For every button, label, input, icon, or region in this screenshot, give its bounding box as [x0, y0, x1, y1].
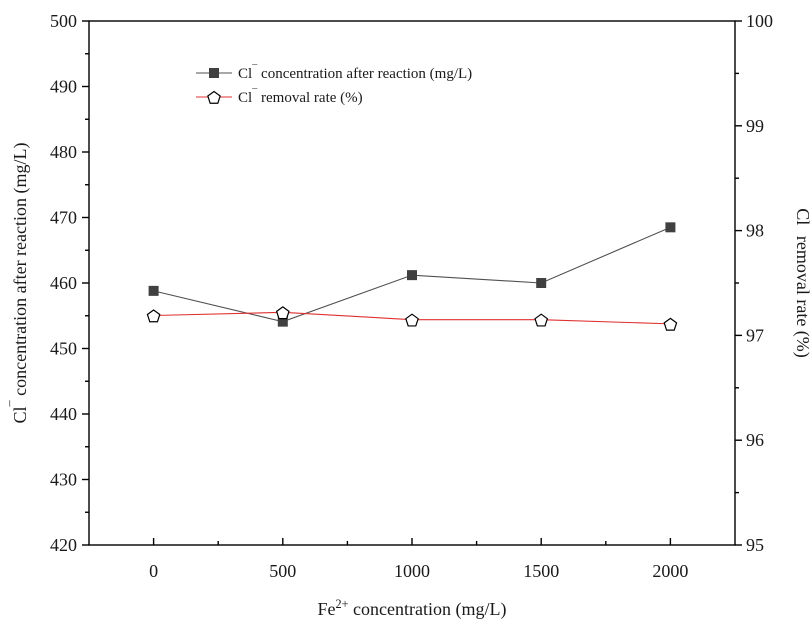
x-tick-label: 1500 — [523, 561, 559, 581]
data-point — [277, 316, 288, 327]
data-point — [148, 285, 159, 296]
plot-frame — [88, 20, 736, 546]
legend-marker — [207, 90, 221, 104]
y-left-tick-label: 470 — [50, 208, 77, 228]
x-tick-label: 1000 — [394, 561, 430, 581]
data-point — [665, 222, 676, 233]
data-point — [663, 317, 678, 331]
series-1 — [148, 222, 676, 327]
legend-marker — [209, 68, 219, 78]
y-left-tick-label: 500 — [50, 11, 77, 31]
y-left-tick-label: 420 — [50, 535, 77, 555]
y-right-axis-title: Cl¯ removal rate (%) — [792, 208, 811, 358]
series-2 — [146, 306, 678, 331]
y-left-axis-title: Cl¯ concentration after reaction (mg/L) — [8, 142, 31, 423]
y-left-tick-label: 450 — [50, 339, 77, 359]
legend: Cl¯ concentration after reaction (mg/L) C… — [196, 64, 472, 106]
y-right-tick-label: 96 — [746, 430, 764, 450]
y-left-tick-label: 440 — [50, 404, 77, 424]
legend-label: Cl¯ removal rate (%) — [238, 88, 363, 106]
y-right-tick-label: 98 — [746, 221, 764, 241]
y-left-tick-label: 480 — [50, 142, 77, 162]
y-left-tick-label: 430 — [50, 470, 77, 490]
x-tick-label: 2000 — [652, 561, 688, 581]
x-tick-label: 0 — [149, 561, 158, 581]
data-point — [534, 313, 549, 327]
y-right-tick-label: 95 — [746, 535, 764, 555]
legend-label: Cl¯ concentration after reaction (mg/L) — [238, 64, 472, 82]
y-right-title-group: Cl¯ removal rate (%) — [792, 208, 811, 358]
y-right-tick-label: 97 — [746, 325, 764, 345]
data-point — [146, 309, 161, 323]
data-point — [275, 306, 290, 320]
x-axis-title: Fe2+ concentration (mg/L) — [318, 597, 507, 620]
y-right-tick-label: 99 — [746, 116, 764, 136]
x-tick-label: 500 — [269, 561, 296, 581]
y-right-tick-label: 100 — [746, 11, 773, 31]
data-point — [407, 270, 417, 281]
data-point — [405, 313, 419, 327]
y-left-tick-label: 460 — [50, 273, 77, 293]
chart-marks: 0 500 1000 1500 2000 420 430 440 450 460 470 480 490… — [8, 11, 811, 620]
y-left-title-group: Cl¯ concentration after reaction (mg/L) — [8, 142, 31, 423]
data-point — [536, 278, 547, 288]
y-left-tick-label: 490 — [50, 77, 77, 97]
